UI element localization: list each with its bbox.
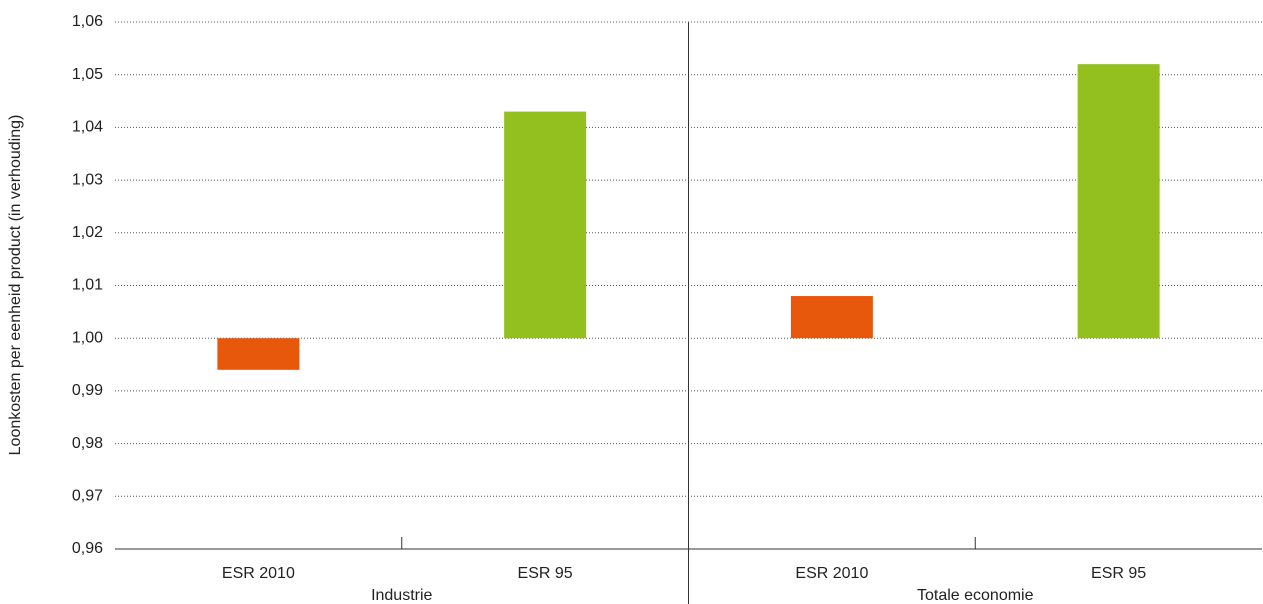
bar [790, 296, 873, 339]
y-tick-label: 1,05 [72, 66, 103, 83]
y-tick-label: 0,96 [72, 540, 103, 557]
bar [1077, 64, 1160, 339]
y-tick-label: 0,97 [72, 488, 103, 505]
y-axis-title: Loonkosten per eenheid product (in verho… [7, 115, 24, 456]
group-label: Totale economie [917, 587, 1034, 604]
y-tick-label: 1,03 [72, 171, 103, 188]
y-tick-label: 1,02 [72, 224, 103, 241]
x-tick-label: ESR 2010 [222, 565, 295, 582]
y-tick-label: 1,00 [72, 329, 103, 346]
bar [217, 338, 300, 370]
y-tick-label: 1,06 [72, 13, 103, 30]
x-tick-label: ESR 95 [1091, 565, 1146, 582]
x-tick-label: ESR 2010 [795, 565, 868, 582]
y-tick-label: 0,98 [72, 435, 103, 452]
y-tick-label: 0,99 [72, 382, 103, 399]
y-tick-label: 1,04 [72, 119, 103, 136]
y-tick-label: 1,01 [72, 277, 103, 294]
x-tick-label: ESR 95 [518, 565, 573, 582]
bar [504, 111, 587, 339]
group-label: Industrie [371, 587, 432, 604]
